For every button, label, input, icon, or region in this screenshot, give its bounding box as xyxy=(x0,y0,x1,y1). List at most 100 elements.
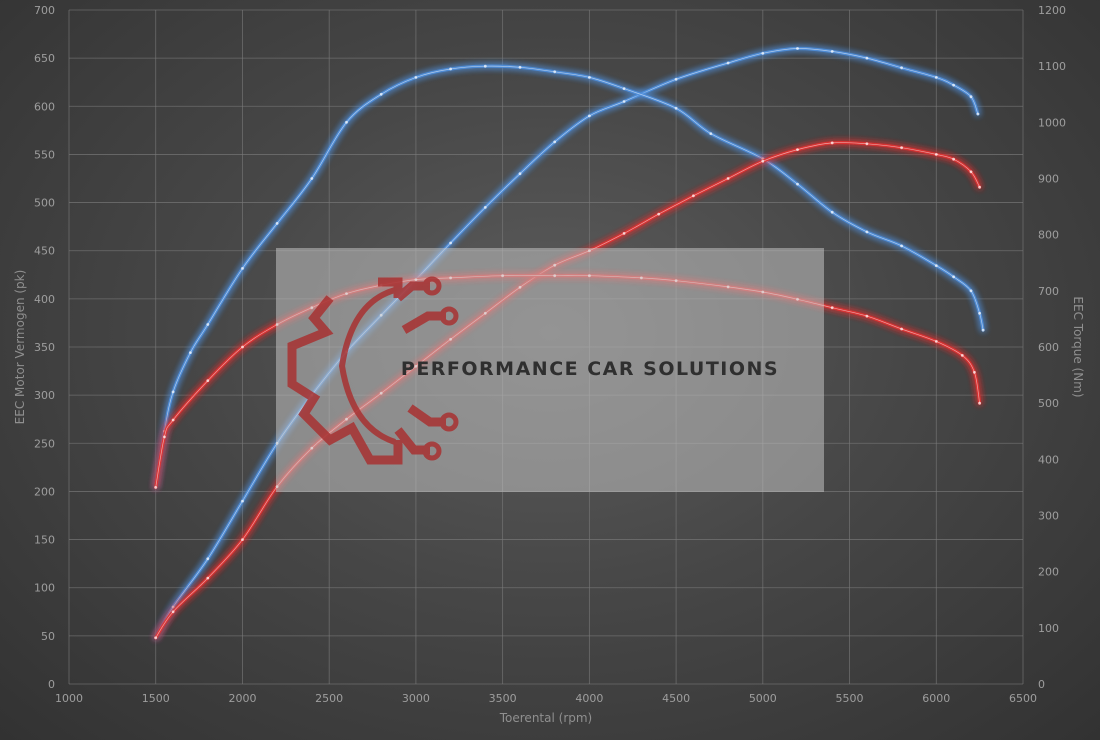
y-axis-right: 0 100 200 300 400 500 600 700 800 900 1000 1100 1200 xyxy=(1038,4,1066,691)
series-point xyxy=(726,177,730,180)
y-left-tick-label: 450 xyxy=(34,245,55,258)
x-tick-label: 3000 xyxy=(402,692,430,705)
x-tick-label: 6500 xyxy=(1009,692,1037,705)
series-point xyxy=(952,157,955,161)
series-point xyxy=(900,244,903,248)
series-point xyxy=(830,210,834,214)
series-point xyxy=(830,306,834,310)
series-point xyxy=(796,182,799,186)
series-point xyxy=(969,95,973,99)
y-right-tick-label: 600 xyxy=(1038,341,1059,354)
series-point xyxy=(622,232,626,235)
series-point xyxy=(934,340,938,343)
series-point xyxy=(978,311,981,315)
y-right-tick-label: 0 xyxy=(1038,678,1045,691)
series-point xyxy=(449,67,452,71)
series-point xyxy=(796,47,799,50)
series-point xyxy=(865,314,869,318)
watermark-text: PERFORMANCE CAR SOLUTIONS xyxy=(401,358,779,380)
series-point xyxy=(622,100,626,103)
y-left-tick-label: 350 xyxy=(34,341,55,354)
x-tick-label: 2000 xyxy=(228,692,256,705)
y-right-tick-label: 800 xyxy=(1038,229,1059,242)
series-point xyxy=(900,66,903,70)
series-point xyxy=(241,499,244,503)
y-right-tick-label: 700 xyxy=(1038,285,1059,298)
series-point xyxy=(163,435,166,439)
series-point xyxy=(553,70,557,74)
y-right-tick-label: 300 xyxy=(1038,510,1059,523)
series-point xyxy=(206,576,210,580)
series-point xyxy=(206,323,210,326)
y-right-tick-label: 200 xyxy=(1038,566,1059,579)
series-point xyxy=(657,212,661,216)
series-point xyxy=(976,112,980,116)
series-point xyxy=(830,141,834,145)
y-left-tick-label: 200 xyxy=(34,485,55,498)
series-point xyxy=(952,275,955,279)
series-point xyxy=(171,418,175,422)
x-tick-label: 5500 xyxy=(836,692,864,705)
series-point xyxy=(310,177,314,180)
series-point xyxy=(981,328,985,332)
series-point xyxy=(969,289,973,293)
series-point xyxy=(171,605,175,609)
y-right-tick-label: 500 xyxy=(1038,397,1059,410)
series-point xyxy=(674,77,678,81)
series-point xyxy=(588,76,591,79)
y-right-tick-label: 900 xyxy=(1038,173,1059,186)
series-point xyxy=(449,241,452,245)
gear-circuit-logo xyxy=(287,276,459,465)
series-point xyxy=(830,50,834,53)
x-tick-label: 6000 xyxy=(922,692,950,705)
y-axis-right-title: EEC Torque (Nm) xyxy=(1071,296,1085,397)
y-right-tick-label: 400 xyxy=(1038,453,1059,466)
series-point xyxy=(761,51,765,55)
x-tick-label: 4500 xyxy=(662,692,690,705)
series-point xyxy=(934,264,938,267)
y-left-tick-label: 300 xyxy=(34,389,55,402)
y-left-tick-label: 600 xyxy=(34,100,55,113)
series-point xyxy=(345,120,348,124)
y-left-tick-label: 150 xyxy=(34,534,55,547)
y-left-tick-label: 650 xyxy=(34,52,55,65)
x-tick-label: 1000 xyxy=(55,692,83,705)
series-point xyxy=(973,370,976,374)
x-tick-label: 4000 xyxy=(575,692,603,705)
series-point xyxy=(692,194,695,198)
y-left-tick-label: 500 xyxy=(34,197,55,210)
series-point xyxy=(709,132,713,136)
x-axis: 1000 1500 2000 2500 3000 3500 4000 4500 5000 5500… xyxy=(55,692,1037,705)
series-point xyxy=(206,557,210,561)
series-point xyxy=(518,65,522,69)
series-point xyxy=(189,351,192,354)
y-left-tick-label: 100 xyxy=(34,582,55,595)
series-point xyxy=(588,114,591,118)
series-point xyxy=(241,345,244,349)
series-point xyxy=(761,159,765,163)
y-axis-left: 0 50 100 150 200 250 300 350 400 450 500 550 600 650 7… xyxy=(34,4,55,691)
x-tick-label: 3500 xyxy=(489,692,517,705)
series-point xyxy=(622,87,626,90)
series-point xyxy=(171,610,175,614)
series-point xyxy=(275,222,279,225)
series-point xyxy=(726,61,730,65)
y-left-tick-label: 250 xyxy=(34,437,55,450)
x-tick-label: 5000 xyxy=(749,692,777,705)
series-point xyxy=(241,267,244,270)
y-left-tick-label: 400 xyxy=(34,293,55,306)
y-right-tick-label: 1100 xyxy=(1038,60,1066,73)
series-point xyxy=(414,76,418,79)
series-point xyxy=(865,142,869,146)
y-left-tick-label: 50 xyxy=(41,630,55,643)
y-right-tick-label: 1200 xyxy=(1038,4,1066,17)
series-point xyxy=(154,636,158,640)
series-point xyxy=(900,327,903,331)
series-point xyxy=(865,56,869,60)
series-point xyxy=(969,170,973,174)
y-right-tick-label: 1000 xyxy=(1038,116,1066,129)
series-point xyxy=(952,83,955,87)
y-left-tick-label: 0 xyxy=(48,678,55,691)
series-point xyxy=(206,379,210,383)
